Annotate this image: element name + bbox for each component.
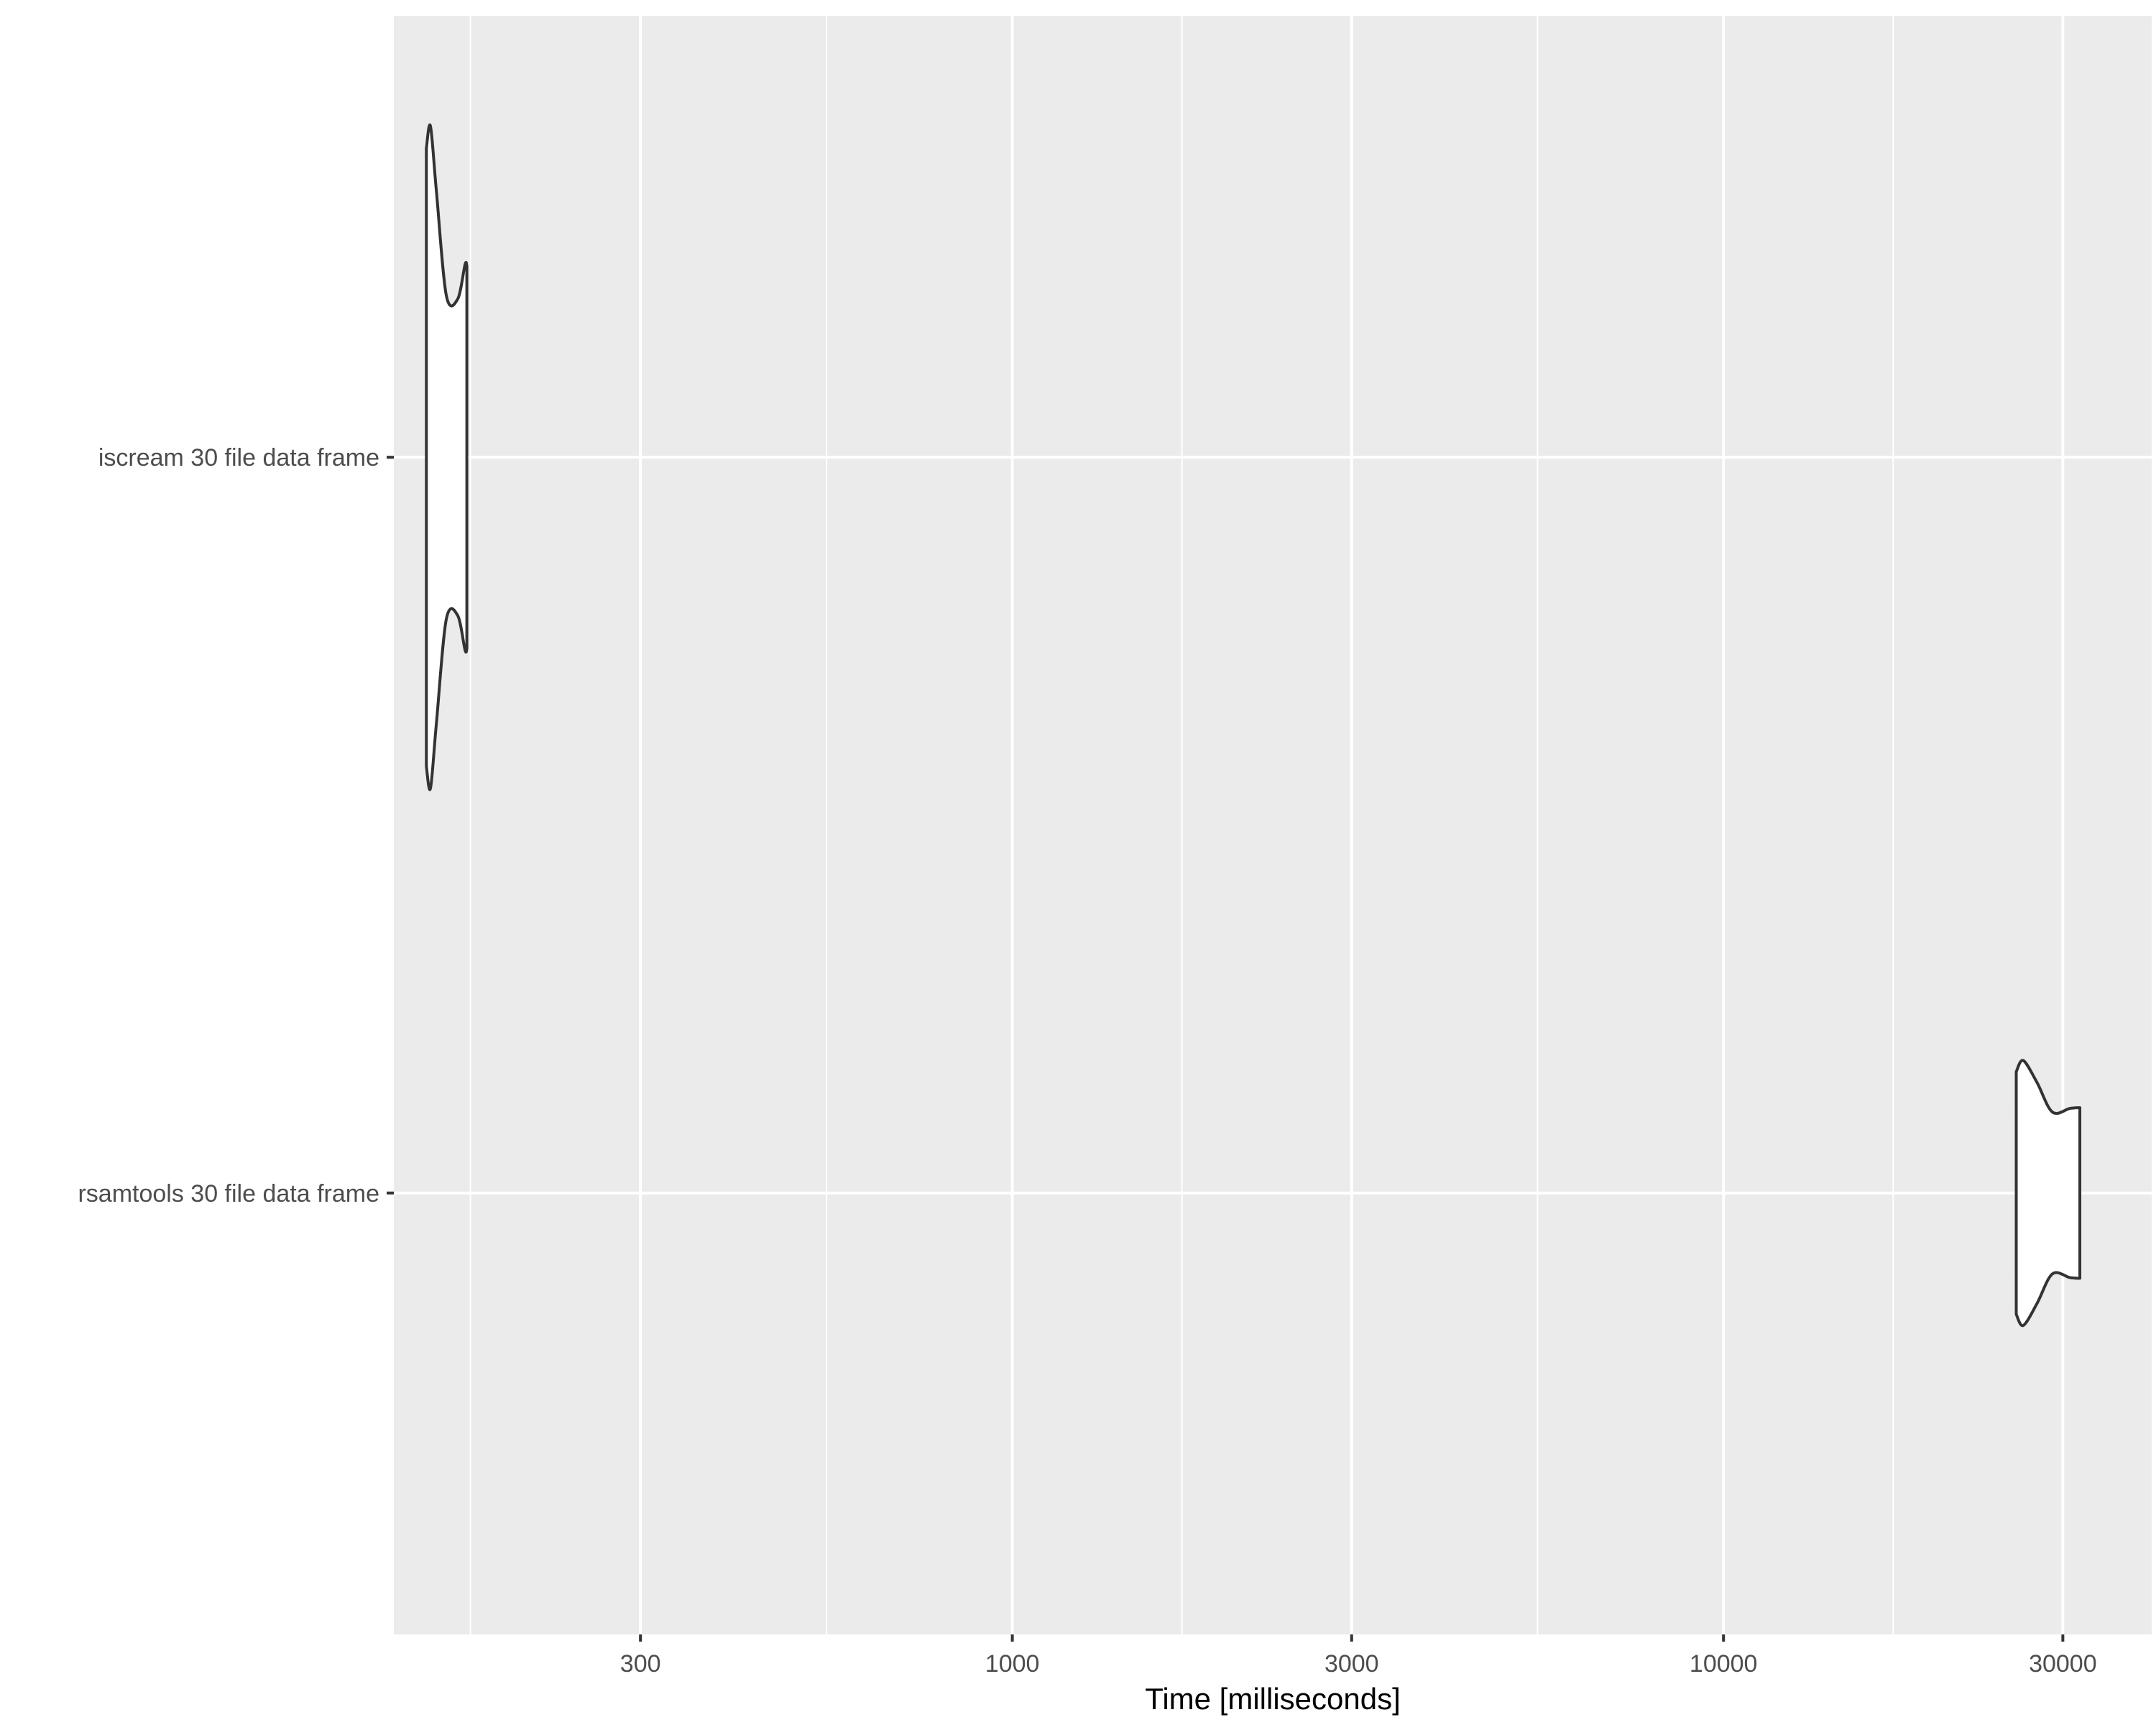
- x-tick-label: 30000: [2029, 1650, 2097, 1678]
- x-tick-label: 300: [620, 1650, 661, 1678]
- x-tick-label: 1000: [985, 1650, 1040, 1678]
- violin-iscream: [425, 123, 469, 791]
- plot-panel: [394, 16, 2152, 1634]
- violins: [425, 123, 2082, 1328]
- y-tick-label: rsamtools 30 file data frame: [78, 1180, 379, 1208]
- x-axis-title: Time [milliseconds]: [1145, 1682, 1401, 1716]
- x-tick-label: 3000: [1325, 1650, 1379, 1678]
- violin-rsamtools: [2014, 1059, 2082, 1328]
- axes: 300 1000 3000 10000 30000 iscream 30 file dat…: [78, 444, 2096, 1716]
- y-tick-label: iscream 30 file data frame: [98, 444, 379, 472]
- x-tick-label: 10000: [1690, 1650, 1758, 1678]
- grid-lines: [394, 16, 2152, 1634]
